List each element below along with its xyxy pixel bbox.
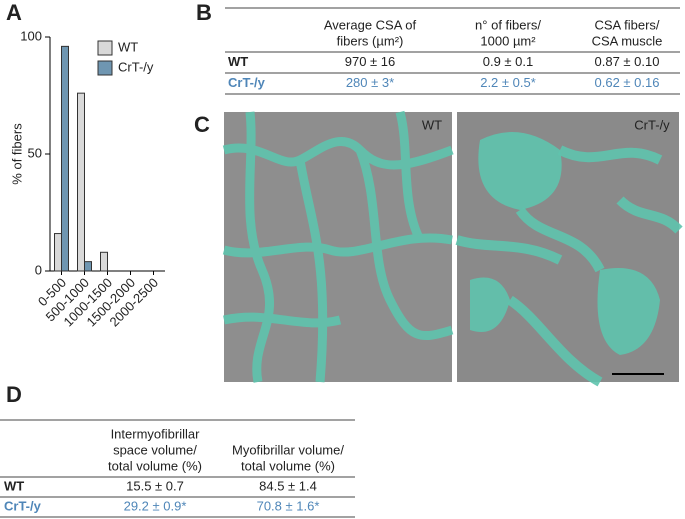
- y-tick-label: 100: [20, 28, 42, 43]
- table-cell: 970 ± 16: [345, 54, 396, 69]
- bar: [61, 45, 69, 272]
- column-header: Average CSA of: [324, 17, 417, 32]
- row-label: CrT-/y: [228, 75, 266, 90]
- column-header: CSA muscle: [592, 33, 663, 48]
- legend-swatch: [97, 60, 113, 76]
- panel-label: D: [6, 382, 22, 407]
- panel-label: C: [194, 112, 210, 137]
- column-header: Myofibrillar volume/: [232, 442, 344, 457]
- legend-label: WT: [118, 39, 138, 54]
- column-header: space volume/: [113, 442, 197, 457]
- bar: [100, 251, 108, 272]
- table-cell: 280 ± 3*: [346, 75, 394, 90]
- table-cell: 0.87 ± 0.10: [595, 54, 660, 69]
- micrograph-wt: WT: [222, 110, 454, 383]
- panel-label: B: [196, 0, 212, 25]
- y-axis-label: % of fibers: [9, 123, 24, 185]
- legend-label: CrT-/y: [118, 59, 154, 74]
- column-header: CSA fibers/: [594, 17, 659, 32]
- column-header: 1000 µm²: [480, 33, 536, 48]
- column-header: fibers (µm²): [337, 33, 404, 48]
- bar: [84, 261, 92, 272]
- table-cell: 0.9 ± 0.1: [483, 54, 534, 69]
- y-tick-label: 50: [28, 145, 42, 160]
- row-label: WT: [228, 54, 248, 69]
- row-label: WT: [4, 478, 24, 493]
- bar: [77, 92, 85, 272]
- table-cell: 2.2 ± 0.5*: [480, 75, 536, 90]
- micrograph-crt: CrT-/y: [455, 112, 683, 387]
- row-label: CrT-/y: [4, 498, 42, 513]
- column-header: total volume (%): [241, 458, 335, 473]
- column-header: Intermyofibrillar: [111, 426, 201, 441]
- column-header: n° of fibers/: [475, 17, 541, 32]
- panel-label: A: [6, 0, 22, 25]
- legend-swatch: [97, 40, 113, 56]
- table-cell: 0.62 ± 0.16: [595, 75, 660, 90]
- y-tick-label: 0: [35, 262, 42, 277]
- table-cell: 29.2 ± 0.9*: [124, 498, 187, 513]
- image-label: CrT-/y: [634, 117, 670, 132]
- table-cell: 70.8 ± 1.6*: [257, 498, 320, 513]
- table-cell: 15.5 ± 0.7: [126, 478, 184, 493]
- bar: [54, 233, 62, 272]
- image-label: WT: [422, 117, 442, 132]
- table-cell: 84.5 ± 1.4: [259, 478, 317, 493]
- column-header: total volume (%): [108, 458, 202, 473]
